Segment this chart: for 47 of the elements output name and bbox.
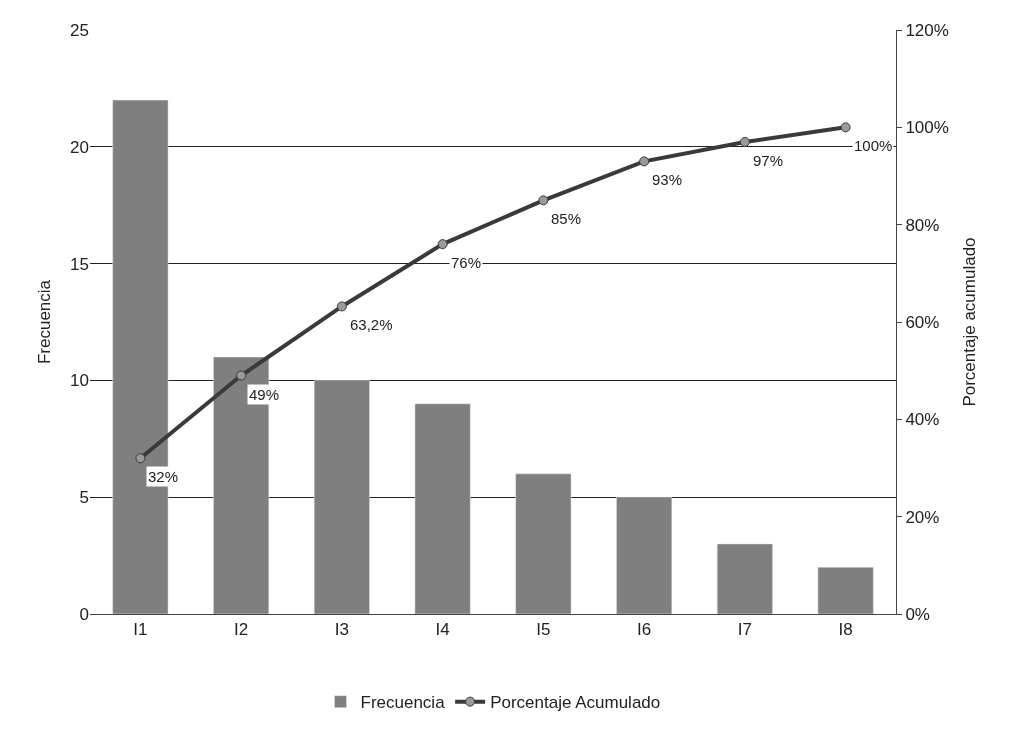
y2-tick-label: 0%	[905, 604, 930, 624]
x-tick-label: I6	[637, 620, 652, 640]
y-tick-label: 0	[79, 604, 89, 624]
y2-tick-label: 80%	[905, 215, 940, 235]
data-label: 93%	[652, 171, 683, 188]
data-label: 97%	[753, 152, 784, 169]
point	[639, 156, 650, 167]
bar	[414, 403, 471, 614]
y-tick-label: 10	[70, 371, 89, 391]
y-tick-label: 15	[70, 254, 89, 274]
bar	[817, 567, 874, 614]
x-tick-label: I4	[435, 620, 450, 640]
x-tick-label: I7	[737, 620, 752, 640]
bar	[515, 473, 572, 614]
bar	[313, 380, 370, 614]
y2-tick-label: 60%	[905, 312, 940, 332]
x-tick-label: I2	[234, 620, 249, 640]
point	[538, 195, 549, 206]
y2-tick-label: 40%	[905, 410, 940, 430]
legend-label: Porcentaje Acumulado	[490, 693, 661, 713]
x-tick-label: I8	[838, 620, 853, 640]
y2-tick-label: 100%	[905, 118, 949, 138]
point	[135, 453, 146, 464]
point	[236, 370, 247, 381]
y-axis-title: Frecuencia	[34, 279, 54, 365]
legend-label: Frecuencia	[360, 693, 446, 713]
data-label: 49%	[249, 386, 280, 403]
data-label: 63,2%	[350, 316, 393, 333]
y2-tick-label: 120%	[905, 20, 949, 40]
x-tick-label: I3	[334, 620, 349, 640]
y-tick-label: 20	[70, 137, 89, 157]
point	[437, 239, 448, 250]
x-tick-label: I5	[536, 620, 551, 640]
data-label: 85%	[551, 210, 582, 227]
point	[336, 301, 347, 312]
y-tick-label: 25	[70, 20, 89, 40]
data-label: 76%	[451, 254, 482, 271]
point	[739, 136, 750, 147]
x-tick-label: I1	[133, 620, 148, 640]
y2-axis-title: Porcentaje acumulado	[960, 237, 980, 407]
y-tick-label: 5	[79, 488, 89, 508]
bar	[716, 543, 773, 614]
bar	[616, 496, 673, 614]
point	[840, 122, 851, 133]
data-label: 32%	[148, 468, 179, 485]
data-label: 100%	[854, 137, 893, 154]
y2-tick-label: 20%	[905, 507, 940, 527]
